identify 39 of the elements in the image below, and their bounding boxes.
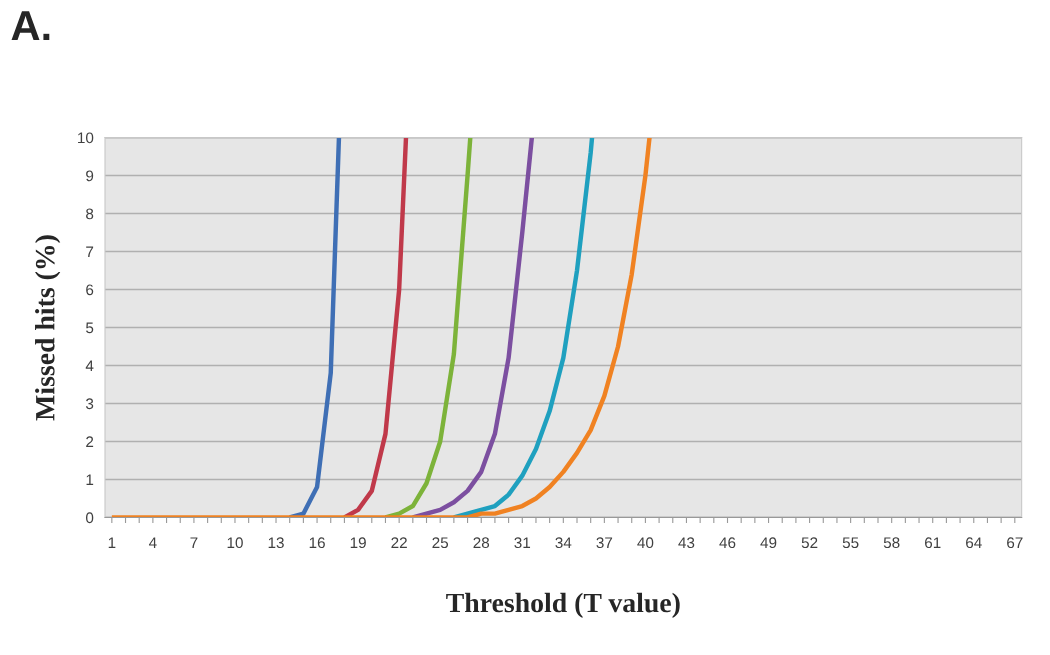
x-tick-label: 28 bbox=[473, 537, 490, 549]
x-tick-label: 1 bbox=[108, 537, 116, 548]
y-tick-label: 10 bbox=[78, 132, 94, 144]
x-tick-label: 25 bbox=[432, 537, 449, 549]
x-axis-title: Threshold (T value) bbox=[446, 592, 680, 618]
x-tick-label: 67 bbox=[1007, 537, 1023, 549]
x-tick-label: 46 bbox=[719, 537, 736, 549]
x-tick-label: 64 bbox=[966, 537, 982, 549]
x-tick-label: 16 bbox=[309, 537, 325, 549]
x-tick-label: 61 bbox=[925, 537, 941, 549]
y-tick-label: 5 bbox=[86, 322, 94, 334]
y-axis-title: Missed hits (%) bbox=[35, 235, 61, 421]
x-tick-label: 4 bbox=[148, 537, 157, 548]
x-tick-label: 37 bbox=[596, 537, 613, 549]
y-tick-label: 3 bbox=[85, 398, 94, 410]
x-tick-label: 10 bbox=[227, 537, 243, 549]
y-tick-label: 9 bbox=[86, 170, 94, 182]
x-tick-label: 40 bbox=[637, 537, 654, 549]
x-tick-label: 7 bbox=[190, 537, 198, 548]
x-tick-label: 34 bbox=[555, 537, 572, 549]
x-tick-label: 31 bbox=[514, 537, 531, 549]
line-series bbox=[342, 137, 409, 518]
y-tick-label: 8 bbox=[86, 208, 94, 220]
x-tick-label: 52 bbox=[801, 537, 818, 549]
y-tick-label: 2 bbox=[86, 436, 94, 448]
y-tick-label: 4 bbox=[85, 360, 94, 372]
x-tick-label: 55 bbox=[842, 537, 859, 549]
x-tick-label: 58 bbox=[883, 537, 900, 549]
x-tick-label: 49 bbox=[760, 537, 777, 549]
y-tick-label: 0 bbox=[85, 512, 94, 524]
x-tick-label: 43 bbox=[678, 537, 695, 549]
x-tick-label: 22 bbox=[391, 537, 407, 548]
chart-title: A. bbox=[11, 11, 50, 41]
line-series bbox=[109, 137, 652, 518]
x-tick-label: 13 bbox=[268, 537, 284, 549]
y-tick-label: 6 bbox=[86, 284, 94, 296]
y-tick-label: 1 bbox=[86, 474, 94, 485]
y-tick-label: 7 bbox=[86, 246, 94, 258]
x-tick-label: 19 bbox=[350, 537, 366, 549]
